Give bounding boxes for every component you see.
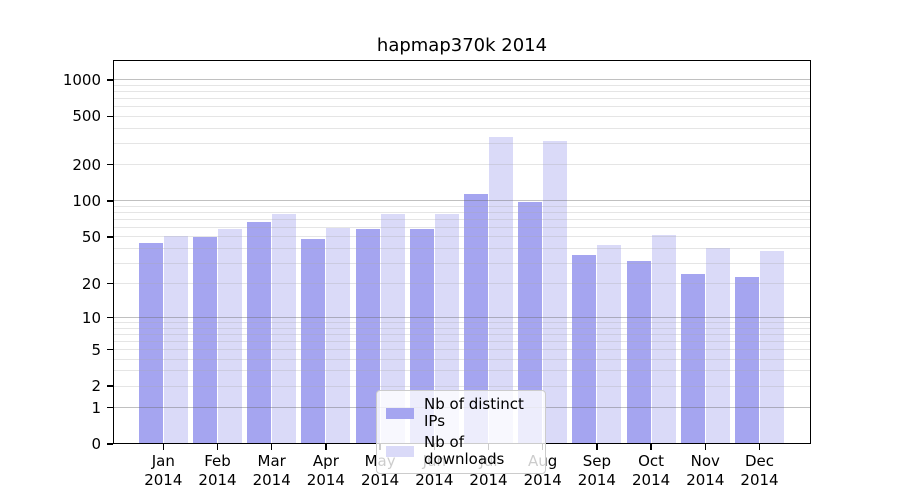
gridline-minor-4 <box>113 358 811 360</box>
x-tick-label-mar: Mar 2014 <box>252 452 291 489</box>
y-tick-label-0: 0 <box>91 435 101 453</box>
bar-downloads-aug <box>543 140 568 444</box>
gridline-minor-60 <box>113 226 811 228</box>
legend-entry-distinct-ips: Nb of distinct IPs <box>386 396 536 430</box>
y-tick-label-5: 5 <box>91 340 101 359</box>
legend-entry-downloads: Nb of downloads <box>386 434 536 468</box>
gridline-minor-5 <box>113 349 811 351</box>
legend-swatch-distinct-ips <box>386 407 414 419</box>
x-tick-label-apr: Apr 2014 <box>306 452 345 489</box>
x-tick-label-feb: Feb 2014 <box>198 452 237 489</box>
x-tick-2 <box>216 444 219 450</box>
bar-downloads-apr <box>326 228 351 444</box>
plot-area: Nb of distinct IPs Nb of downloads <box>113 60 811 474</box>
y-tick-1 <box>107 406 113 409</box>
bar-ips-mar <box>247 221 272 444</box>
y-tick-1000 <box>107 79 113 81</box>
x-tick-label-sep: Sep 2014 <box>577 452 616 489</box>
y-tick-label-100: 100 <box>72 191 101 210</box>
y-tick-200 <box>107 163 113 166</box>
bar-ips-oct <box>626 261 651 444</box>
gridline-minor-40 <box>113 247 811 249</box>
gridline-minor-3 <box>113 370 811 372</box>
y-tick-label-500: 500 <box>72 107 101 126</box>
bar-ips-jan <box>138 243 163 444</box>
x-tick-12 <box>758 444 761 450</box>
gridline-minor-30 <box>113 262 811 264</box>
x-tick-label-oct: Oct 2014 <box>632 452 671 489</box>
y-tick-20 <box>107 282 113 285</box>
y-tick-50 <box>107 236 113 238</box>
x-tick-1 <box>162 444 165 450</box>
gridline-minor-2 <box>113 385 811 387</box>
bar-downloads-mar <box>272 214 297 444</box>
legend-label-distinct-ips: Nb of distinct IPs <box>424 395 524 430</box>
gridline-minor-300 <box>113 142 811 144</box>
bar-downloads-jan <box>163 235 188 444</box>
x-tick-10 <box>650 444 652 450</box>
y-tick-5 <box>107 348 113 351</box>
bar-downloads-dec <box>760 250 784 444</box>
gridline-major-10 <box>113 317 811 319</box>
gridline-minor-6 <box>113 341 811 342</box>
gridline-minor-500 <box>113 115 811 117</box>
x-tick-label-dec: Dec 2014 <box>740 452 779 489</box>
gridline-minor-90 <box>113 205 811 207</box>
gridline-minor-7 <box>113 333 811 335</box>
y-tick-0 <box>107 443 113 445</box>
y-tick-2 <box>107 385 113 387</box>
gridline-minor-200 <box>113 164 811 165</box>
bar-ips-may <box>355 229 380 444</box>
y-tick-500 <box>107 115 113 118</box>
y-tick-label-10: 10 <box>81 308 101 327</box>
x-tick-label-nov: Nov 2014 <box>686 452 725 489</box>
gridline-minor-20 <box>113 283 811 285</box>
y-tick-label-2: 2 <box>91 377 101 396</box>
bar-downloads-feb <box>218 229 242 444</box>
y-tick-label-200: 200 <box>72 155 101 174</box>
y-tick-100 <box>107 200 113 202</box>
gridline-minor-70 <box>113 218 811 220</box>
bar-downloads-sep <box>597 244 622 444</box>
y-tick-label-1: 1 <box>91 398 101 417</box>
x-tick-9 <box>596 444 598 450</box>
bar-ips-feb <box>193 236 217 444</box>
chart-title: hapmap370k 2014 <box>376 35 548 56</box>
x-tick-3 <box>270 444 273 450</box>
y-tick-10 <box>107 316 113 319</box>
bar-ips-apr <box>301 238 326 444</box>
y-tick-label-50: 50 <box>81 227 101 246</box>
bar-downloads-oct <box>651 234 676 444</box>
gridline-minor-50 <box>113 236 811 238</box>
x-tick-11 <box>704 444 707 450</box>
x-tick-4 <box>325 444 327 450</box>
x-tick-label-jan: Jan 2014 <box>144 452 183 489</box>
gridline-minor-800 <box>113 91 811 93</box>
gridline-minor-400 <box>113 127 811 129</box>
legend-swatch-downloads <box>386 445 414 457</box>
gridline-minor-8 <box>113 327 811 329</box>
bar-ips-nov <box>680 274 705 444</box>
legend-label-downloads: Nb of downloads <box>424 433 505 468</box>
gridline-minor-9 <box>113 322 811 324</box>
y-tick-label-1000: 1000 <box>62 70 101 89</box>
bar-downloads-nov <box>705 248 730 444</box>
gridline-major-100 <box>113 200 811 202</box>
gridline-minor-600 <box>113 106 811 108</box>
bar-ips-sep <box>572 255 597 444</box>
legend: Nb of distinct IPs Nb of downloads <box>376 390 546 474</box>
gridline-minor-900 <box>113 85 811 86</box>
gridline-major-1000 <box>113 79 811 81</box>
y-tick-label-20: 20 <box>81 274 101 293</box>
gridline-minor-700 <box>113 98 811 100</box>
bar-ips-dec <box>735 276 759 444</box>
gridline-minor-80 <box>113 211 811 213</box>
